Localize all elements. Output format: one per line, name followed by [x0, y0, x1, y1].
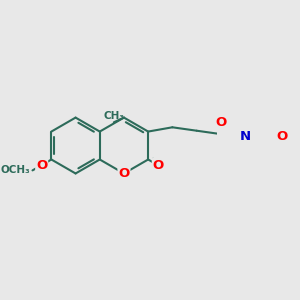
Text: O: O	[118, 167, 130, 180]
Text: OCH₃: OCH₃	[1, 165, 30, 176]
Text: N: N	[240, 130, 251, 143]
Text: O: O	[36, 159, 47, 172]
Text: O: O	[153, 159, 164, 172]
Text: CH₃: CH₃	[103, 111, 124, 121]
Text: O: O	[215, 116, 227, 129]
Text: O: O	[276, 130, 287, 143]
